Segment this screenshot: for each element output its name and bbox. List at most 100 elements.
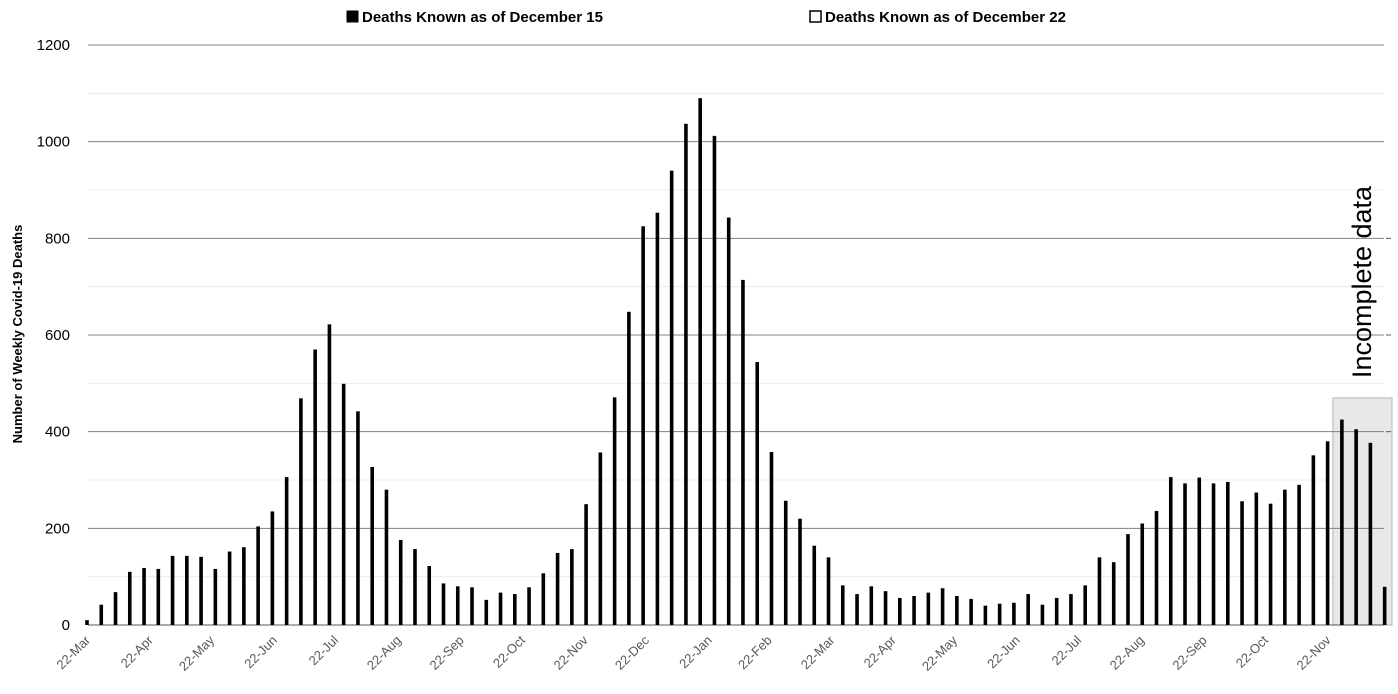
bar xyxy=(940,588,945,625)
bar xyxy=(113,592,118,625)
bar xyxy=(1111,562,1116,625)
bar xyxy=(1340,419,1344,625)
bar xyxy=(698,98,702,625)
bar xyxy=(341,383,346,625)
bars-series-dec15 xyxy=(85,98,1387,626)
bar xyxy=(1226,481,1230,625)
bar xyxy=(555,552,560,625)
bar xyxy=(1183,483,1187,625)
bar xyxy=(612,397,617,625)
bar xyxy=(798,518,802,625)
y-axis-label: Number of Weekly Covid-19 Deaths xyxy=(10,225,25,444)
bar xyxy=(299,398,303,625)
x-tick-label: 22-Jul xyxy=(1049,632,1085,668)
bar xyxy=(527,587,531,625)
bar xyxy=(1040,604,1045,625)
bar xyxy=(441,583,446,625)
bar xyxy=(641,226,645,625)
bar xyxy=(969,598,973,625)
bar xyxy=(655,212,660,625)
x-tick-label: 22-Feb xyxy=(735,633,775,673)
x-tick-label: 22-Nov xyxy=(551,632,592,673)
bar xyxy=(85,620,89,625)
bar xyxy=(370,466,374,625)
bar xyxy=(1297,484,1301,625)
bar xyxy=(242,547,246,625)
bar xyxy=(869,586,874,625)
y-tick-label: 800 xyxy=(45,230,70,247)
x-tick-label: 22-Apr xyxy=(118,632,157,671)
minor-gridlines xyxy=(88,92,1384,578)
bar xyxy=(455,586,460,625)
legend-label-dec22: Deaths Known as of December 22 xyxy=(825,9,1066,26)
x-tick-label: 22-Dec xyxy=(612,632,653,673)
bar xyxy=(926,592,931,625)
legend: Deaths Known as of December 15 Deaths Kn… xyxy=(346,9,1066,26)
bar xyxy=(855,594,859,625)
x-tick-label: 22-Sep xyxy=(1169,633,1209,673)
bar xyxy=(755,362,760,625)
bar xyxy=(598,452,603,625)
bar xyxy=(1311,455,1316,625)
bar xyxy=(1083,585,1087,625)
bar xyxy=(726,217,731,626)
bar xyxy=(398,539,403,625)
x-tick-label: 22-Sep xyxy=(426,633,466,673)
bar xyxy=(1069,594,1073,625)
bar xyxy=(898,597,902,625)
x-tick-label: 22-May xyxy=(919,632,961,674)
y-tick-label: 1200 xyxy=(37,37,70,54)
bar xyxy=(1368,442,1373,625)
bar xyxy=(1054,597,1059,625)
x-tick-label: 22-Nov xyxy=(1293,632,1334,673)
x-tick-label: 22-Jun xyxy=(241,633,280,672)
legend-swatch-dec22 xyxy=(809,10,822,23)
y-tick-label: 1000 xyxy=(37,134,70,151)
major-gridlines xyxy=(88,44,1391,626)
y-tick-label: 0 xyxy=(62,617,70,634)
x-tick-label: 22-Mar xyxy=(53,632,93,672)
bar xyxy=(570,549,574,625)
bar xyxy=(199,556,203,625)
bar xyxy=(1283,489,1287,625)
legend-swatch-dec15 xyxy=(346,10,359,23)
y-tick-label: 200 xyxy=(45,520,70,537)
bar xyxy=(484,599,489,625)
bar xyxy=(826,557,831,625)
bar xyxy=(327,324,332,625)
bar xyxy=(997,603,1002,625)
bar xyxy=(1140,523,1145,625)
bar xyxy=(1268,503,1273,625)
x-tick-label: 22-May xyxy=(176,632,218,674)
bar xyxy=(783,500,788,625)
bar xyxy=(1211,483,1216,625)
legend-label-dec15: Deaths Known as of December 15 xyxy=(362,9,603,26)
bar xyxy=(712,135,717,625)
bar xyxy=(1325,441,1330,625)
x-tick-label: 22-Mar xyxy=(798,632,838,672)
bar xyxy=(156,568,161,625)
bar xyxy=(1254,492,1259,625)
bar xyxy=(912,596,916,625)
bar xyxy=(427,566,432,625)
bar xyxy=(1026,594,1030,625)
bar xyxy=(541,573,546,625)
incomplete-data-annotation: Incomplete data xyxy=(1347,185,1377,378)
bar xyxy=(1382,586,1387,625)
x-tick-label: 22-Apr xyxy=(861,632,900,671)
bar xyxy=(127,571,132,625)
bar xyxy=(498,592,503,625)
x-tick-label: 22-Oct xyxy=(1233,632,1271,670)
bar xyxy=(99,604,104,625)
bar xyxy=(142,567,146,625)
bar xyxy=(270,511,275,625)
bar xyxy=(513,594,517,625)
bar xyxy=(256,526,260,625)
bar xyxy=(284,477,289,625)
bar xyxy=(1012,602,1016,625)
bar xyxy=(840,585,845,625)
bar xyxy=(1154,510,1159,625)
bar xyxy=(185,555,189,625)
